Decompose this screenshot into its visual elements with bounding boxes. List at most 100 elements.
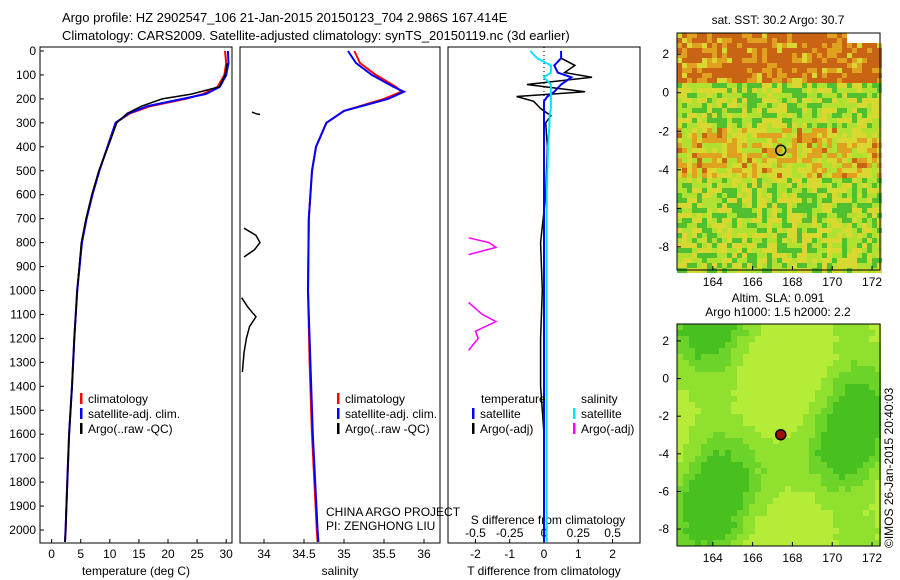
- map-cell: [687, 83, 692, 88]
- map-cell: [779, 408, 785, 414]
- map-cell: [851, 372, 857, 378]
- map-cell: [872, 123, 877, 128]
- map-cell: [761, 498, 767, 504]
- map-cell: [689, 426, 695, 432]
- map-cell: [772, 123, 777, 128]
- map-cell: [767, 163, 772, 168]
- map-cell: [817, 33, 822, 38]
- map-cell: [687, 138, 692, 143]
- map-cell: [872, 193, 877, 198]
- map-cell: [731, 492, 737, 498]
- map-cell: [677, 534, 683, 540]
- map-cell: [839, 342, 845, 348]
- map-cell: [767, 354, 773, 360]
- map-cell: [692, 123, 697, 128]
- map-cell: [772, 213, 777, 218]
- map-cell: [847, 133, 852, 138]
- map-cell: [725, 330, 731, 336]
- map-cell: [732, 43, 737, 48]
- map-cell: [697, 213, 702, 218]
- map-cell: [722, 233, 727, 238]
- map-cell: [677, 63, 682, 68]
- map-cell: [755, 336, 761, 342]
- map-cell: [809, 342, 815, 348]
- map-cell: [762, 83, 767, 88]
- map-cell: [807, 208, 812, 213]
- map-cell: [692, 218, 697, 223]
- map-cell: [875, 438, 881, 444]
- map-cell: [857, 108, 862, 113]
- map-cell: [822, 248, 827, 253]
- map-cell: [677, 426, 683, 432]
- map-cell: [742, 253, 747, 258]
- map-cell: [862, 213, 867, 218]
- map-cell: [839, 396, 845, 402]
- map-cell: [707, 83, 712, 88]
- map-cell: [689, 528, 695, 534]
- map-cell: [683, 438, 689, 444]
- map-cell: [863, 336, 869, 342]
- map-cell: [719, 522, 725, 528]
- map-cell: [817, 238, 822, 243]
- map-cell: [842, 48, 847, 53]
- map-cell: [683, 396, 689, 402]
- map-cell: [803, 348, 809, 354]
- map-cell: [773, 486, 779, 492]
- map-cell: [839, 360, 845, 366]
- map-cell: [702, 183, 707, 188]
- y-tick-label: 2: [662, 334, 669, 348]
- map-cell: [742, 158, 747, 163]
- map-cell: [695, 366, 701, 372]
- salinity-climatology-line: [306, 50, 404, 543]
- map-cell: [722, 153, 727, 158]
- map-cell: [772, 218, 777, 223]
- map-cell: [683, 528, 689, 534]
- map-cell: [821, 504, 827, 510]
- map-cell: [727, 133, 732, 138]
- map-cell: [702, 103, 707, 108]
- map-cell: [821, 384, 827, 390]
- map-cell: [777, 178, 782, 183]
- map-cell: [862, 68, 867, 73]
- map-cell: [857, 504, 863, 510]
- temperature-satellite-line: [64, 50, 230, 543]
- map-cell: [682, 88, 687, 93]
- map-cell: [742, 123, 747, 128]
- map-cell: [743, 342, 749, 348]
- map-cell: [727, 43, 732, 48]
- map-cell: [812, 73, 817, 78]
- map-cell: [752, 193, 757, 198]
- map-cell: [719, 336, 725, 342]
- map-cell: [702, 53, 707, 58]
- map-cell: [857, 233, 862, 238]
- map-cell: [727, 48, 732, 53]
- map-cell: [867, 58, 872, 63]
- map-cell: [777, 203, 782, 208]
- map-cell: [742, 238, 747, 243]
- map-cell: [761, 372, 767, 378]
- map-cell: [722, 73, 727, 78]
- legend-swatch: [472, 408, 475, 419]
- map-cell: [722, 113, 727, 118]
- map-cell: [822, 93, 827, 98]
- map-cell: [707, 263, 712, 268]
- map-cell: [807, 203, 812, 208]
- map-cell: [867, 208, 872, 213]
- map-cell: [752, 208, 757, 213]
- legend-swatch: [472, 423, 475, 434]
- map-cell: [817, 218, 822, 223]
- map-cell: [732, 68, 737, 73]
- map-cell: [797, 73, 802, 78]
- map-cell: [702, 233, 707, 238]
- map-cell: [762, 63, 767, 68]
- map-cell: [777, 213, 782, 218]
- map-cell: [862, 253, 867, 258]
- map-cell: [743, 354, 749, 360]
- map-cell: [803, 396, 809, 402]
- map-cell: [707, 223, 712, 228]
- map-cell: [851, 378, 857, 384]
- map-cell: [702, 228, 707, 233]
- map-cell: [755, 444, 761, 450]
- map-cell: [713, 354, 719, 360]
- map-cell: [695, 540, 701, 546]
